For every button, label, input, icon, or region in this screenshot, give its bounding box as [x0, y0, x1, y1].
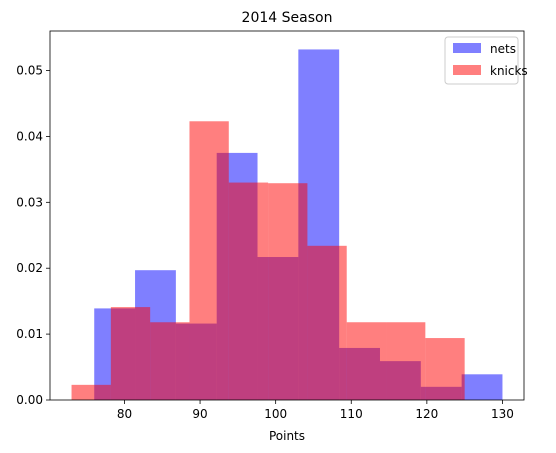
x-axis: 80 90 100 110 120 130	[117, 400, 514, 421]
y-tick-label: 0.02	[16, 261, 43, 275]
y-tick-label: 0.00	[16, 393, 43, 407]
bar-knicks-4	[229, 183, 268, 400]
x-axis-label: Points	[269, 429, 305, 443]
bar-knicks-1	[111, 307, 150, 400]
x-tick-label: 130	[491, 407, 514, 421]
bar-knicks-6	[307, 246, 346, 400]
bar-knicks-0	[72, 385, 111, 400]
legend-label-knicks: knicks	[490, 64, 528, 78]
bar-knicks-3	[189, 121, 228, 400]
chart-title: 2014 Season	[242, 10, 333, 26]
bar-nets-9	[462, 374, 503, 400]
legend: nets knicks	[445, 37, 528, 84]
legend-swatch-knicks	[453, 65, 481, 75]
y-tick-label: 0.01	[16, 327, 43, 341]
x-tick-label: 110	[340, 407, 363, 421]
legend-swatch-nets	[453, 43, 481, 53]
y-tick-label: 0.05	[16, 64, 43, 78]
y-tick-label: 0.04	[16, 129, 43, 143]
bar-knicks-7	[347, 322, 386, 400]
bar-knicks-5	[268, 183, 307, 400]
bar-knicks-2	[150, 322, 189, 400]
x-tick-label: 90	[192, 407, 207, 421]
x-tick-label: 80	[117, 407, 132, 421]
bars-layer	[72, 49, 503, 400]
x-tick-label: 120	[415, 407, 438, 421]
legend-label-nets: nets	[490, 42, 516, 56]
y-tick-label: 0.03	[16, 195, 43, 209]
bar-knicks-9	[425, 338, 464, 400]
x-tick-label: 100	[264, 407, 287, 421]
y-axis: 0.00 0.01 0.02 0.03 0.04 0.05	[16, 64, 50, 407]
bar-knicks-8	[386, 322, 425, 400]
